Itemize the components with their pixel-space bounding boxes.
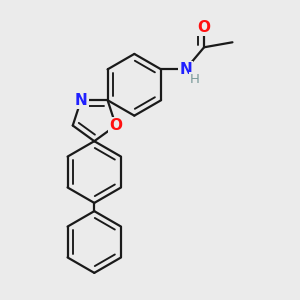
- Text: N: N: [75, 93, 87, 108]
- Text: N: N: [179, 62, 192, 77]
- Text: O: O: [109, 118, 122, 133]
- Text: O: O: [198, 20, 211, 34]
- Text: H: H: [190, 73, 200, 86]
